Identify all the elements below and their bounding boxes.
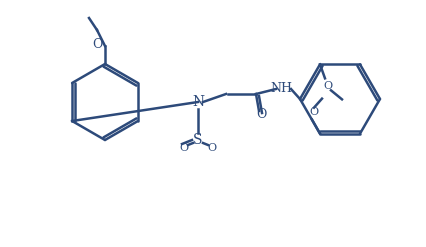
Text: O: O (256, 107, 266, 121)
Text: O: O (323, 81, 333, 91)
Text: S: S (193, 133, 203, 147)
Text: O: O (179, 143, 189, 153)
Text: N: N (192, 95, 204, 109)
Text: O: O (92, 39, 102, 52)
Text: O: O (207, 143, 216, 153)
Text: NH: NH (270, 82, 292, 96)
Text: O: O (309, 107, 319, 117)
